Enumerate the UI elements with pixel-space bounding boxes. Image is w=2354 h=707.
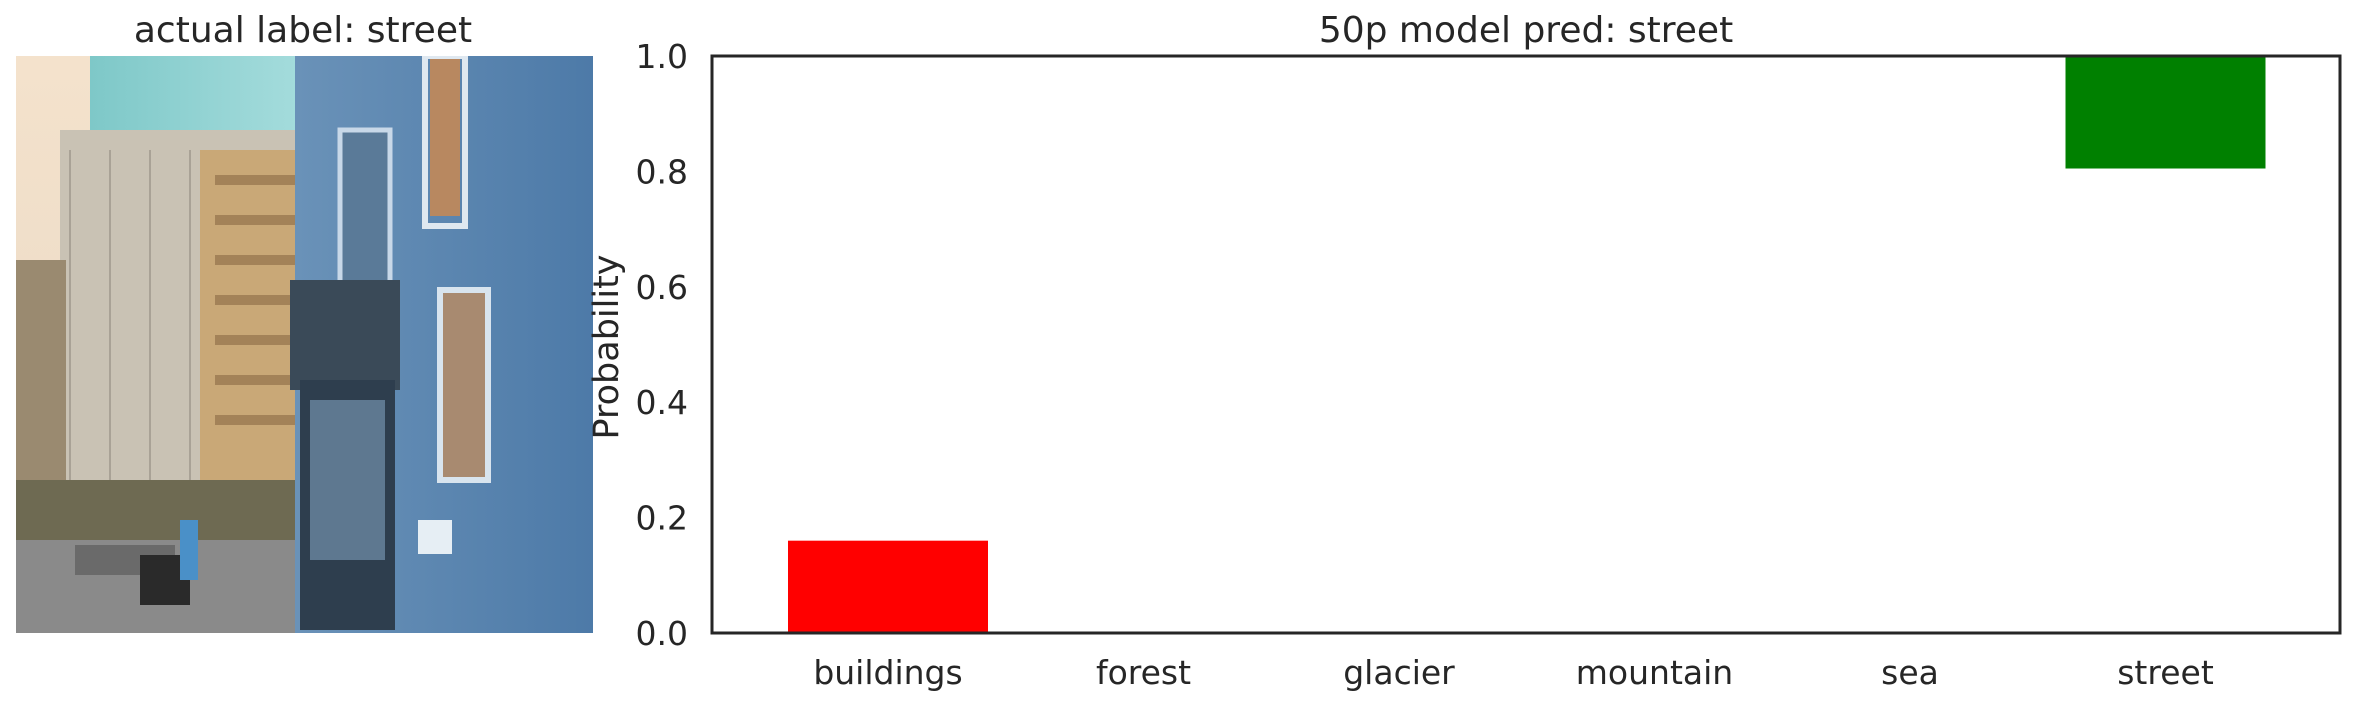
x-tick-label-street: street [2117,653,2214,692]
image-panel-title: actual label: street [134,10,472,51]
y-tick-label: 0.0 [636,614,688,653]
plot-frame [710,54,2342,635]
street-photo [16,56,593,633]
y-tick-label: 0.4 [636,383,688,422]
y-tick-label: 1.0 [636,37,688,76]
bar-street [2065,56,2266,169]
y-tick-label: 0.2 [636,499,688,538]
y-axis-label: Probability [587,254,627,439]
x-tick-label-glacier: glacier [1343,653,1455,692]
x-tick-label-buildings: buildings [813,653,962,692]
x-tick-label-sea: sea [1881,653,1939,692]
x-tick-label-forest: forest [1096,653,1191,692]
y-ticks-group: 0.0 0.2 0.4 0.6 0.8 1.0 [636,37,688,653]
y-tick-label: 0.8 [636,152,688,191]
x-tick-label-mountain: mountain [1576,653,1733,692]
bars-group [788,56,2266,633]
bar-buildings [788,540,988,633]
chart-area: 0.0 0.2 0.4 0.6 0.8 1.0 buildings forest glacie… [636,37,2342,692]
y-tick-label: 0.6 [636,268,688,307]
x-ticks-group: buildings forest glacier mountain sea street [813,653,2214,692]
chart-title: 50p model pred: street [1319,10,1733,51]
